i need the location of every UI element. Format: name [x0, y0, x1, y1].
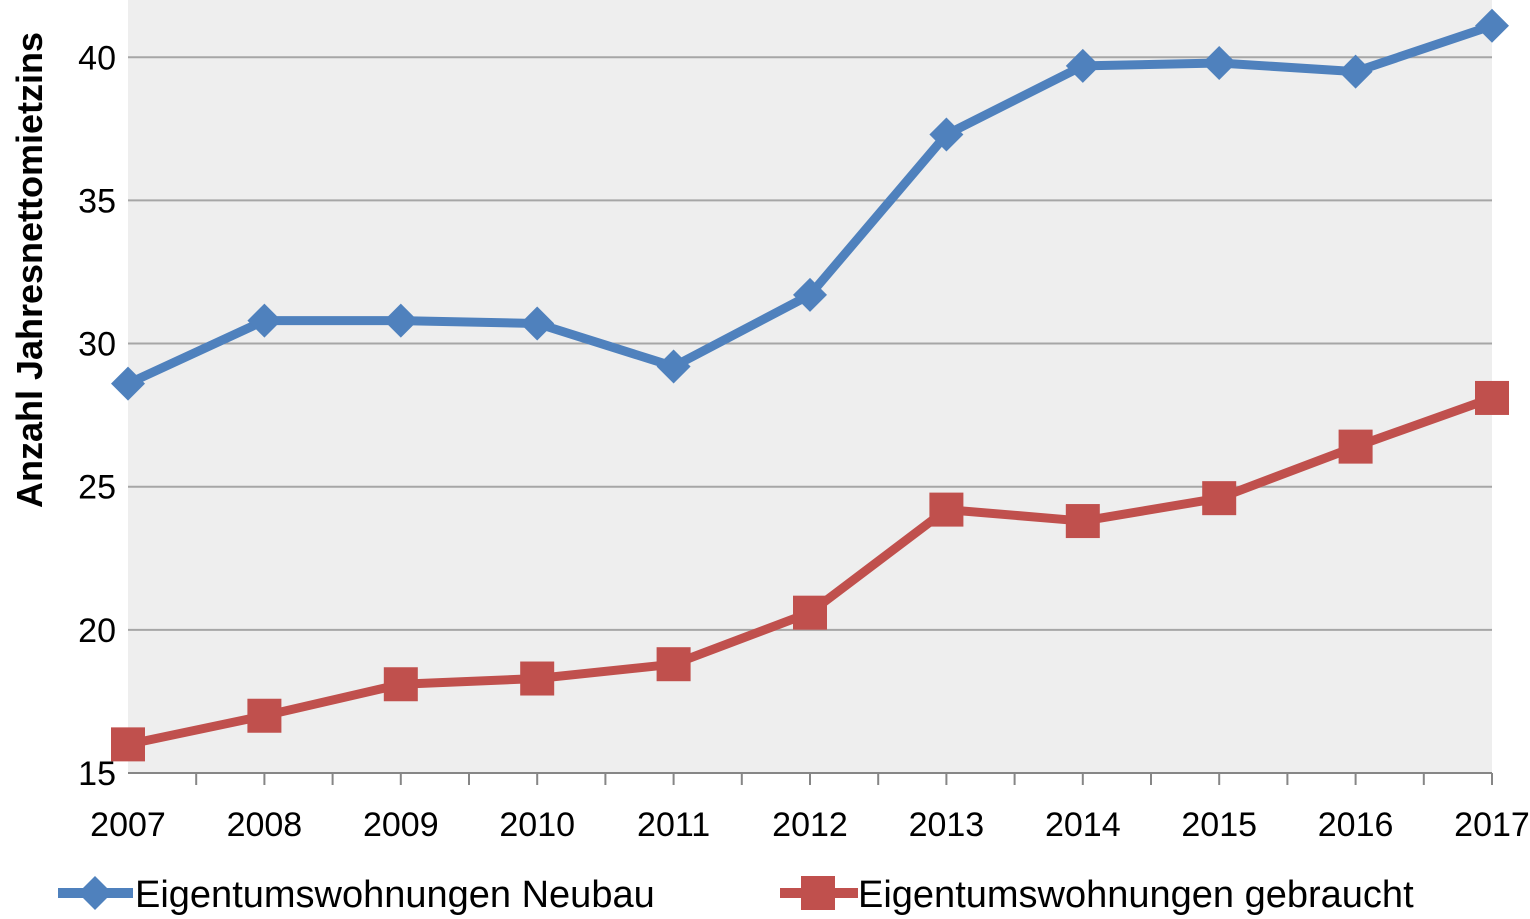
legend-item-gebraucht: Eigentumswohnungen gebraucht	[780, 874, 1414, 916]
series-group	[111, 8, 1509, 762]
y-axis-title: Anzahl Jahresnettomietzins	[9, 32, 50, 508]
data-point-diamond	[111, 366, 145, 401]
data-point-square	[1065, 504, 1100, 539]
x-axis-ticks: 2007 2008 2009 2010 2011 2012 2013 2014 2015 2016…	[90, 773, 1530, 844]
data-point-square	[111, 727, 145, 762]
legend-label-gebraucht: Eigentumswohnungen gebraucht	[858, 874, 1414, 916]
y-tick-label-15: 15	[78, 755, 116, 793]
plot-area	[128, 0, 1492, 773]
data-point-square	[1338, 429, 1373, 464]
data-point-square	[247, 698, 282, 733]
legend-label-neubau: Eigentumswohnungen Neubau	[135, 874, 655, 916]
data-point-square	[793, 595, 827, 630]
data-point-diamond	[247, 303, 282, 338]
legend: Eigentumswohnungen Neubau Eigentumswohnu…	[58, 874, 1414, 916]
x-tick-label-2013: 2013	[909, 806, 985, 844]
data-point-diamond	[929, 117, 964, 152]
x-tick-label-2011: 2011	[637, 806, 710, 844]
x-tick-label-2009: 2009	[363, 806, 439, 844]
y-tick-label-25: 25	[78, 469, 116, 507]
x-tick-label-2012: 2012	[772, 806, 848, 844]
data-point-diamond	[656, 349, 691, 384]
x-tick-label-2010: 2010	[499, 806, 575, 844]
x-tick-label-2016: 2016	[1318, 806, 1394, 844]
data-point-diamond	[1202, 45, 1237, 80]
data-point-diamond	[383, 303, 418, 338]
series-neubau	[111, 8, 1509, 401]
data-point-square	[383, 667, 418, 702]
gridlines	[128, 56, 1492, 631]
data-point-square	[520, 661, 555, 696]
series-gebraucht	[111, 380, 1509, 762]
data-point-square	[1475, 380, 1509, 415]
y-tick-label-20: 20	[78, 612, 116, 650]
data-point-square	[656, 647, 691, 682]
x-tick-label-2015: 2015	[1181, 806, 1257, 844]
data-point-diamond	[793, 277, 827, 312]
legend-item-neubau: Eigentumswohnungen Neubau	[58, 874, 655, 916]
data-point-diamond	[1475, 8, 1509, 43]
x-tick-label-2017: 2017	[1454, 806, 1530, 844]
data-point-diamond	[1338, 54, 1373, 89]
x-tick-label-2008: 2008	[227, 806, 303, 844]
data-point-square	[1202, 481, 1237, 516]
y-tick-label-30: 30	[78, 326, 116, 364]
legend-square-icon	[801, 876, 835, 910]
x-tick-label-2014: 2014	[1045, 806, 1121, 844]
data-point-diamond	[1065, 48, 1100, 83]
data-point-square	[929, 492, 964, 527]
data-point-diamond	[520, 306, 555, 341]
legend-diamond-icon	[78, 876, 112, 910]
y-axis-ticks: 15 20 25 30 35 40	[78, 39, 116, 793]
y-tick-label-35: 35	[78, 182, 116, 220]
x-tick-label-2007: 2007	[90, 806, 166, 844]
y-tick-label-40: 40	[78, 39, 116, 77]
